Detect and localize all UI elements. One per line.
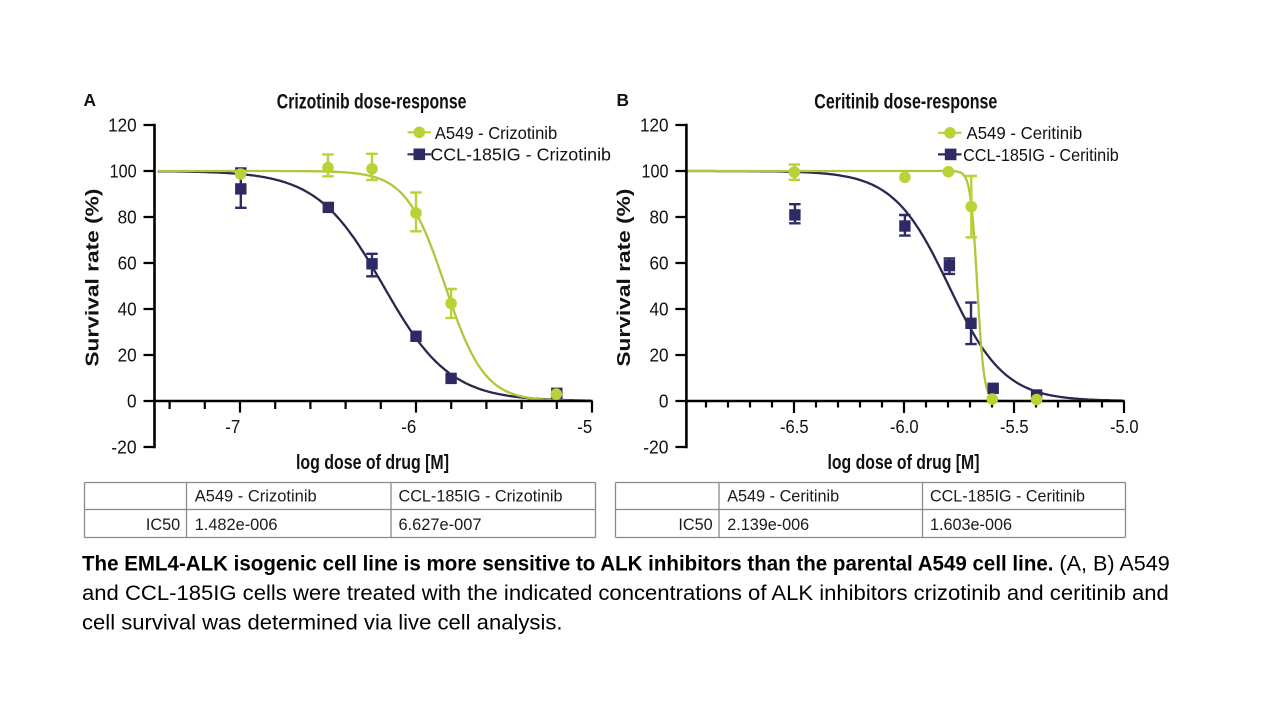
svg-text:0: 0	[659, 391, 669, 411]
svg-text:A549 - Crizotinib: A549 - Crizotinib	[195, 487, 317, 505]
svg-text:-5.0: -5.0	[1110, 417, 1139, 437]
svg-text:40: 40	[650, 299, 669, 319]
svg-text:120: 120	[108, 115, 137, 135]
svg-text:Crizotinib dose-response: Crizotinib dose-response	[277, 89, 467, 113]
svg-text:and CCL-185IG cells were treat: and CCL-185IG cells were treated with th…	[82, 581, 1169, 605]
svg-text:60: 60	[118, 253, 137, 273]
svg-text:-6: -6	[401, 417, 416, 437]
svg-text:cell survival was determined v: cell survival was determined via live ce…	[82, 611, 563, 635]
svg-text:Survival rate (%): Survival rate (%)	[83, 189, 103, 367]
svg-text:100: 100	[110, 161, 137, 181]
svg-text:-6.0: -6.0	[890, 417, 919, 437]
svg-text:The EML4-ALK isogenic cell lin: The EML4-ALK isogenic cell line is more …	[82, 552, 1054, 576]
svg-text:80: 80	[118, 207, 137, 227]
svg-text:-5.5: -5.5	[1000, 417, 1029, 437]
svg-text:IC50: IC50	[678, 516, 712, 534]
svg-text:-6.5: -6.5	[780, 417, 809, 437]
svg-text:(A, B) A549: (A, B) A549	[1059, 552, 1169, 576]
svg-text:40: 40	[118, 299, 137, 319]
svg-text:CCL-185IG - Ceritinib: CCL-185IG - Ceritinib	[963, 145, 1119, 165]
svg-text:A549 - Crizotinib: A549 - Crizotinib	[435, 123, 557, 143]
svg-text:-7: -7	[225, 417, 240, 437]
svg-text:CCL-185IG - Ceritinib: CCL-185IG - Ceritinib	[930, 487, 1085, 505]
svg-text:log dose of drug [M]: log dose of drug [M]	[296, 452, 449, 474]
svg-text:Survival rate (%): Survival rate (%)	[614, 189, 634, 367]
svg-text:60: 60	[650, 253, 669, 273]
svg-text:A549 - Ceritinib: A549 - Ceritinib	[727, 487, 839, 505]
svg-text:-5: -5	[577, 417, 592, 437]
svg-text:80: 80	[650, 207, 669, 227]
svg-text:1.603e-006: 1.603e-006	[930, 516, 1012, 534]
svg-text:A549 - Ceritinib: A549 - Ceritinib	[967, 123, 1083, 143]
svg-text:CCL-185IG - Crizotinib: CCL-185IG - Crizotinib	[399, 487, 563, 505]
svg-text:20: 20	[118, 345, 137, 365]
svg-text:0: 0	[127, 391, 137, 411]
svg-text:log dose of drug [M]: log dose of drug [M]	[828, 452, 980, 474]
svg-text:-20: -20	[111, 437, 136, 457]
svg-text:B: B	[617, 90, 629, 110]
svg-text:100: 100	[642, 161, 669, 181]
svg-text:A: A	[84, 90, 97, 110]
svg-text:20: 20	[650, 345, 669, 365]
svg-text:1.482e-006: 1.482e-006	[195, 516, 278, 534]
svg-text:Ceritinib dose-response: Ceritinib dose-response	[814, 89, 997, 113]
svg-text:2.139e-006: 2.139e-006	[727, 516, 809, 534]
svg-text:6.627e-007: 6.627e-007	[399, 516, 482, 534]
svg-text:-20: -20	[643, 437, 668, 457]
svg-text:IC50: IC50	[146, 516, 180, 534]
svg-text:120: 120	[640, 115, 669, 135]
svg-text:CCL-185IG - Crizotinib: CCL-185IG - Crizotinib	[430, 145, 611, 165]
